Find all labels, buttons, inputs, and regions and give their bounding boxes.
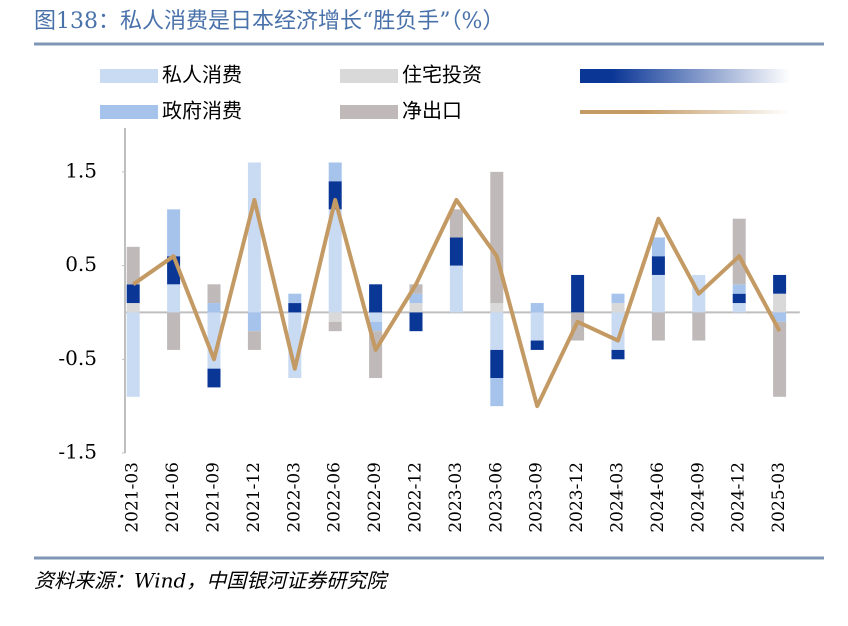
bar [449,237,463,266]
legend-swatch [580,69,790,83]
bar [247,162,261,313]
x-tick-label: 2022-06 [325,462,345,533]
bar [409,293,423,304]
bar [773,274,787,294]
x-tick-label: 2023-09 [527,462,547,533]
x-tick-label: 2021-12 [244,462,264,533]
bar [773,293,787,313]
legend-label: 住宅投资 [402,63,482,87]
legend-swatch [100,69,158,83]
bar [409,303,423,313]
x-tick-label: 2021-03 [123,462,143,533]
source: 资料来源：Wind，中国银河证券研究院 [34,569,389,593]
bar [167,312,181,350]
bar [328,312,342,322]
bar [409,284,423,294]
bar [167,284,181,313]
x-tick-label: 2023-12 [567,462,587,533]
bar [530,340,544,350]
legend-swatch [340,105,398,119]
x-tick-label: 2022-03 [284,462,304,533]
x-tick-label: 2024-06 [648,462,668,533]
bar [732,284,746,294]
bar [328,321,342,332]
bar [126,312,140,397]
bar [207,284,221,304]
bar [732,293,746,304]
bar [611,303,625,313]
y-tick-label: -1.5 [58,440,97,464]
bar [449,265,463,313]
bar [490,312,504,350]
x-tick-label: 2024-09 [688,462,708,533]
x-tick-label: 2023-03 [446,462,466,533]
bar [732,218,746,285]
y-tick-label: 0.5 [65,252,97,276]
x-tick-label: 2021-09 [204,462,224,533]
bar [611,349,625,360]
bar [126,284,140,304]
bar [773,321,787,397]
bar [490,303,504,313]
x-tick-label: 2025-03 [769,462,789,533]
y-tick-label: 1.5 [65,158,97,182]
bar [247,312,261,332]
bar [732,303,746,313]
bar [490,378,504,407]
bar [571,274,585,313]
bar [409,312,423,332]
bar [167,209,181,257]
bar [651,237,665,257]
bar [530,303,544,313]
bar [288,303,302,313]
legend-swatch [100,105,158,119]
legend-label: 私人消费 [162,63,242,87]
x-tick-label: 2022-09 [365,462,385,533]
bar [207,368,221,388]
bar [651,312,665,341]
bar [247,331,261,350]
bar [571,312,585,341]
bar [288,293,302,304]
legend-swatch [580,110,790,114]
bar [490,349,504,379]
bar [651,274,665,313]
legend-swatch [340,69,398,83]
bar [490,171,504,304]
bar [126,246,140,285]
bar [328,181,342,210]
bar [369,312,383,322]
bar [530,312,544,341]
bar [692,312,706,341]
bar [369,284,383,313]
bar [449,209,463,238]
x-tick-label: 2021-06 [163,462,183,533]
legend-label: 净出口 [402,99,462,123]
x-tick-label: 2024-03 [608,462,628,533]
x-tick-label: 2022-12 [406,462,426,533]
bar [328,209,342,313]
bar [369,321,383,332]
bar [773,312,787,322]
bar [611,293,625,304]
legend-label: 政府消费 [162,99,242,123]
x-tick-label: 2023-06 [486,462,506,533]
bar [126,303,140,313]
bar [328,162,342,182]
line [132,197,782,409]
chart-title: 图138：私人消费是日本经济增长“胜负手”（%） [34,9,504,34]
y-tick-label: -0.5 [58,346,97,370]
bar [207,303,221,313]
x-tick-label: 2024-12 [729,462,749,533]
bar [651,256,665,275]
